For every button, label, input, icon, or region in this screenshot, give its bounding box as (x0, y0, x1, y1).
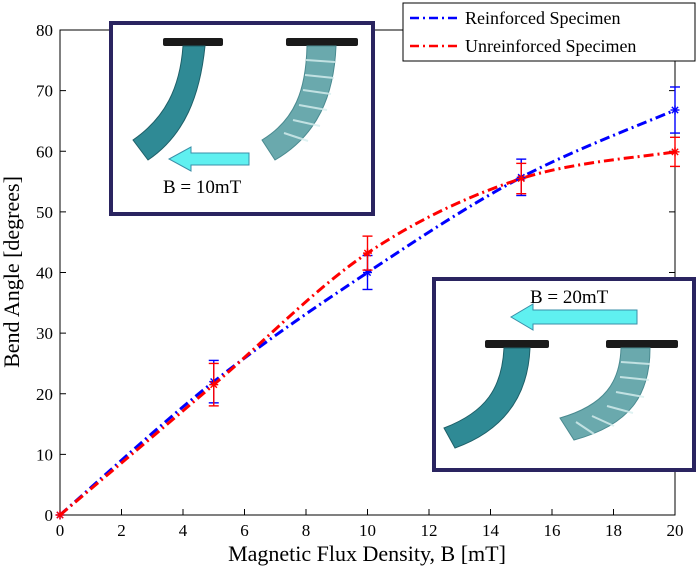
y-tick-label: 50 (36, 203, 53, 222)
legend-box (402, 2, 696, 62)
asterisk-marker-stroke (517, 174, 525, 183)
y-axis: 0 10 20 30 40 50 60 70 80 (36, 21, 675, 525)
x-tick-label: 16 (544, 521, 561, 540)
data-point-unreinforced (670, 147, 680, 157)
reinforced-specimen-icon (443, 347, 531, 449)
asterisk-marker-stroke (671, 106, 679, 114)
asterisk-marker-stroke (210, 381, 218, 389)
specimen-clamp-icon (163, 38, 223, 46)
y-tick-label: 70 (36, 82, 53, 101)
x-tick-label: 8 (302, 521, 311, 540)
series-layer (55, 86, 680, 520)
unreinforced-specimen-icon (559, 347, 651, 441)
specimen-clamp-icon (485, 340, 549, 348)
data-point-unreinforced (516, 174, 526, 184)
specimen-ribs (575, 361, 651, 435)
specimen-clamp-icon (606, 340, 678, 348)
field-direction-arrow-icon (167, 146, 250, 172)
asterisk-marker-stroke (671, 148, 679, 156)
legend-label-unreinforced: Unreinforced Specimen (465, 36, 636, 56)
series-line-reinforced (59, 108, 676, 517)
x-tick-label: 0 (56, 521, 65, 540)
unreinforced-specimen-icon (261, 45, 337, 161)
field-direction-arrow-icon (510, 303, 638, 331)
asterisk-marker-stroke (363, 249, 372, 257)
x-tick-label: 6 (240, 521, 249, 540)
data-point-unreinforced (209, 380, 219, 390)
legend: Reinforced Specimen Unreinforced Specime… (402, 2, 696, 62)
data-point-unreinforced (363, 248, 372, 258)
data-point-unreinforced (55, 510, 65, 520)
y-tick-label: 10 (36, 445, 53, 464)
inset-label-10mt: B = 10mT (163, 177, 242, 198)
reinforced-specimen-icon (132, 45, 206, 161)
inset-panel-20mt: B = 20mT (432, 277, 696, 472)
y-tick-label: 40 (36, 264, 53, 283)
x-tick-label: 4 (179, 521, 188, 540)
y-tick-label: 0 (45, 506, 54, 525)
series-line-unreinforced (59, 150, 676, 517)
y-tick-label: 60 (36, 142, 53, 161)
x-axis-label: Magnetic Flux Density, B [mT] (228, 541, 506, 566)
legend-label-reinforced: Reinforced Specimen (465, 8, 620, 28)
y-tick-label: 80 (36, 21, 53, 40)
x-tick-label: 2 (117, 521, 126, 540)
inset-panel-10mt: B = 10mT (109, 21, 375, 216)
x-tick-label: 12 (421, 521, 438, 540)
data-point-reinforced (670, 105, 680, 115)
y-tick-label: 30 (36, 324, 53, 343)
x-tick-label: 10 (359, 521, 376, 540)
inset-label-20mt: B = 20mT (530, 287, 609, 308)
specimen-clamp-icon (286, 38, 358, 46)
y-tick-label: 20 (36, 385, 53, 404)
x-tick-label: 14 (482, 521, 500, 540)
asterisk-marker-stroke (56, 511, 64, 519)
x-axis: 0 2 4 6 8 10 12 14 16 18 20 (56, 30, 684, 540)
specimen-ribs (283, 59, 336, 142)
x-tick-label: 20 (667, 521, 684, 540)
x-tick-label: 18 (605, 521, 622, 540)
y-axis-label: Bend Angle [degrees] (0, 176, 24, 368)
